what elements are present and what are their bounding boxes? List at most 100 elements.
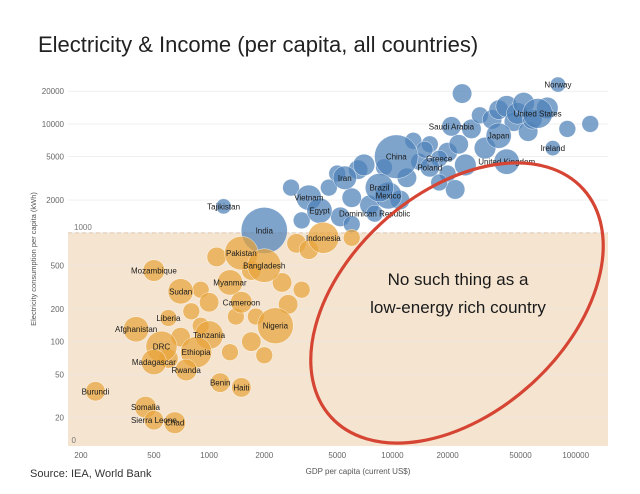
data-point [293,211,311,229]
data-point [581,115,599,133]
data-point-brazil [365,173,394,203]
point-label: China [386,153,407,162]
data-point-tajikistan [215,198,232,215]
data-point [461,119,482,139]
data-point [320,179,338,197]
y-tick-label: 200 [51,305,65,314]
point-label: Mexico [376,192,402,201]
point-label: Japan [488,132,510,141]
point-label: Indonesia [306,234,341,243]
x-axis-label: GDP per capita (current US$) [306,467,411,476]
data-point [353,153,376,176]
point-label: Saudi Arabia [429,122,475,131]
threshold-label: 1000 [74,223,92,232]
point-label: Myanmar [213,278,247,287]
point-label: Liberia [156,314,181,323]
point-label: Poland [417,163,442,172]
data-point-myanmar [217,269,243,296]
y-tick-label: 2000 [46,196,64,205]
point-label: Haiti [233,383,249,392]
point-label: Benin [210,379,230,388]
point-label: Ethiopia [182,348,211,357]
point-label: Sudan [169,287,192,296]
point-label: Dominican Republic [339,210,410,219]
data-point-bangladesh [247,248,282,283]
data-point-haiti [231,377,252,398]
point-label: Vietnam [294,194,324,203]
x-tick-label: 5000 [328,451,346,460]
annotation-line-1: No such thing as a [388,270,529,289]
data-point-ireland [544,140,561,156]
data-point-sierra-leone [143,410,164,431]
point-label: Madagascar [132,358,176,367]
y-axis-label: Electricity consumption per capita (kWh) [29,192,38,326]
data-point [448,134,469,155]
x-tick-label: 10000 [381,451,404,460]
x-tick-label: 2000 [255,451,273,460]
x-tick-label: 50000 [509,451,532,460]
point-label: Rwanda [171,366,201,375]
point-label: Burundi [82,387,110,396]
data-point [199,292,219,313]
data-point-cameroon [230,291,253,314]
data-point [182,302,200,320]
point-label: Greece [426,155,453,164]
data-point-rwanda [175,358,198,381]
data-point [282,179,300,197]
data-point-madagascar [141,349,167,375]
data-point-dominican-republic [366,205,384,223]
point-label: Iran [338,174,352,183]
point-label: Bangladesh [243,262,285,271]
x-tick-label: 200 [74,451,88,460]
data-point-japan [485,122,512,149]
point-label: Nigeria [263,322,289,331]
data-point-mozambique [142,259,165,282]
data-point-chad [163,411,186,434]
gridlines [68,90,608,419]
y-tick-label: 50 [55,370,64,379]
point-label: Ireland [541,144,565,153]
point-label: Chad [165,419,184,428]
point-label: DRC [153,343,171,352]
data-point-poland [419,157,440,178]
y-tick-label: 500 [51,262,65,271]
data-point [241,331,262,352]
data-point-afghanistan [123,316,149,343]
point-label: India [256,226,274,235]
data-point [452,83,472,104]
data-point-united-states [522,98,553,129]
data-point-sudan [167,278,194,305]
y-tick-label: 10000 [42,120,65,129]
point-label: Norway [544,81,571,90]
data-point-indonesia [307,222,340,254]
data-point [293,281,311,299]
x-tick-label: 100000 [562,451,589,460]
data-point [206,247,227,267]
data-point [341,187,362,208]
data-points [85,76,599,434]
data-point-norway [550,76,566,93]
point-label: Afghanistan [115,325,157,334]
y-axis-ticks: 20 50 100 200 500 2000 5000 10000 20000 [42,87,65,423]
x-tick-label: 20000 [436,451,459,460]
point-label: Tajikistan [207,202,240,211]
y-tick-label: 100 [51,338,65,347]
chart-title: Electricity & Income (per capita, all co… [38,32,479,57]
y-tick-label: 20 [55,414,64,423]
data-point-iran [332,165,357,190]
point-label: Sierra Leone [131,416,177,425]
data-point-benin [210,372,231,393]
source-note: Source: IEA, World Bank [30,468,152,480]
y-zero-label: 0 [72,436,77,445]
annotation-ellipse [309,161,605,445]
point-label: Somalia [131,403,160,412]
data-point-saudi-arabia [441,116,462,137]
x-tick-label: 500 [147,451,161,460]
data-point-nigeria [257,307,294,344]
data-point-burundi [85,381,106,402]
data-point-liberia [159,309,178,327]
data-point [558,120,576,138]
data-point [272,272,292,293]
